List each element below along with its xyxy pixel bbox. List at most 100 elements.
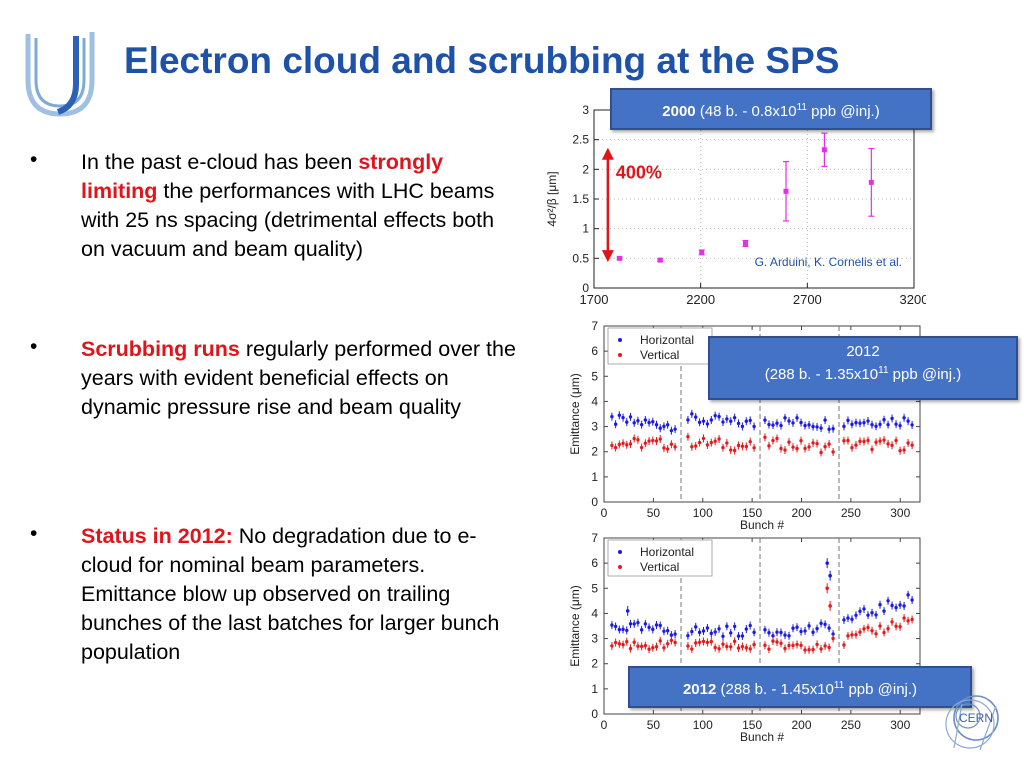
data-point: [705, 443, 710, 447]
data-point: [736, 634, 741, 638]
data-point: [783, 646, 787, 651]
data-point: [662, 446, 666, 450]
data-point: [910, 443, 914, 447]
data-point: [673, 640, 677, 645]
y-tick-label: 7: [591, 531, 598, 545]
data-point: [725, 417, 729, 421]
y-tick-label: 0: [591, 495, 598, 509]
data-point: [831, 636, 835, 641]
data-point: [632, 640, 636, 644]
page-title: Electron cloud and scrubbing at the SPS: [124, 40, 840, 81]
data-point: [910, 617, 914, 622]
data-point: [819, 450, 823, 455]
data-point: [665, 447, 670, 451]
data-point: [858, 609, 862, 613]
data-point: [779, 630, 783, 635]
data-point: [842, 643, 846, 647]
data-point: [705, 626, 710, 630]
data-point: [744, 627, 749, 631]
arrow-label: 400%: [616, 162, 662, 182]
data-point: [725, 441, 729, 445]
data-point: [878, 603, 882, 607]
y-tick-label: 2: [591, 657, 598, 671]
data-point: [662, 629, 666, 633]
chart-2012-b: 0 1 2 3 4 5 6 7 0 50 100 150 200 250 300 Bunch # Emittan…: [566, 530, 926, 744]
data-point: [868, 179, 874, 185]
data-point: [890, 443, 894, 447]
data-point: [878, 439, 882, 443]
x-tick-label: 300: [890, 506, 910, 520]
data-point: [686, 633, 690, 638]
data-point: [617, 255, 623, 261]
data-point: [854, 613, 858, 618]
data-point: [636, 620, 640, 625]
data-point: [882, 418, 886, 422]
callout-exponent: 11: [833, 680, 845, 691]
data-point: [799, 643, 803, 648]
data-point: [842, 424, 846, 429]
arrow-head-up: [601, 147, 614, 160]
y-tick-label: 0: [591, 707, 598, 721]
cern-logo: CERN: [945, 695, 999, 751]
data-point: [694, 641, 698, 645]
data-point: [617, 627, 622, 632]
data-point: [665, 423, 670, 427]
data-point: [795, 446, 799, 451]
callout-exponent: 11: [878, 365, 889, 376]
y-tick-label: 3: [591, 420, 598, 434]
data-point: [651, 438, 655, 443]
data-point: [831, 450, 835, 454]
callout-2012-b: 2012 (288 b. - 1.45x1011 ppb @inj.): [628, 666, 972, 708]
data-point: [647, 420, 651, 425]
data-point: [610, 623, 614, 627]
data-point: [894, 438, 898, 443]
data-point: [669, 428, 674, 433]
data-point: [819, 621, 823, 626]
data-point: [828, 573, 832, 578]
data-point: [636, 644, 640, 648]
data-point: [767, 647, 771, 651]
data-point: [882, 609, 886, 613]
data-point: [799, 438, 803, 443]
data-point: [858, 421, 862, 425]
data-point: [799, 420, 803, 425]
data-point: [636, 419, 640, 423]
data-point: [854, 420, 858, 425]
data-point: [721, 420, 725, 424]
data-point: [690, 412, 694, 416]
data-point: [866, 613, 870, 617]
data-point: [610, 443, 614, 448]
x-tick-label: 150: [742, 718, 762, 732]
x-tick-label: 100: [693, 506, 713, 520]
y-tick-label: 5: [591, 581, 598, 595]
data-point: [763, 435, 767, 440]
x-tick-label: 1700: [580, 292, 609, 307]
data-point: [654, 644, 659, 649]
data-point: [647, 625, 651, 630]
data-point: [862, 439, 866, 444]
data-point: [787, 440, 791, 444]
data-point: [697, 440, 702, 445]
data-point: [701, 436, 706, 441]
legend-marker: [618, 338, 622, 342]
data-point: [828, 604, 832, 608]
x-tick-label: 50: [647, 506, 661, 520]
data-point: [628, 442, 633, 446]
data-point: [811, 630, 815, 634]
data-point: [815, 626, 819, 631]
data-point: [866, 419, 870, 423]
data-point: [799, 629, 803, 634]
data-point: [673, 632, 677, 636]
data-point: [643, 441, 648, 445]
data-point: [775, 640, 779, 644]
data-point: [697, 420, 702, 425]
data-point: [709, 639, 713, 644]
data-point: [906, 419, 910, 423]
data-point: [740, 634, 745, 638]
data-point: [610, 414, 614, 419]
y-axis-label: Emittance (μm): [568, 373, 582, 455]
data-point: [850, 422, 854, 427]
callout-exponent: 11: [796, 102, 807, 113]
data-point: [890, 416, 894, 421]
data-point: [858, 439, 862, 444]
